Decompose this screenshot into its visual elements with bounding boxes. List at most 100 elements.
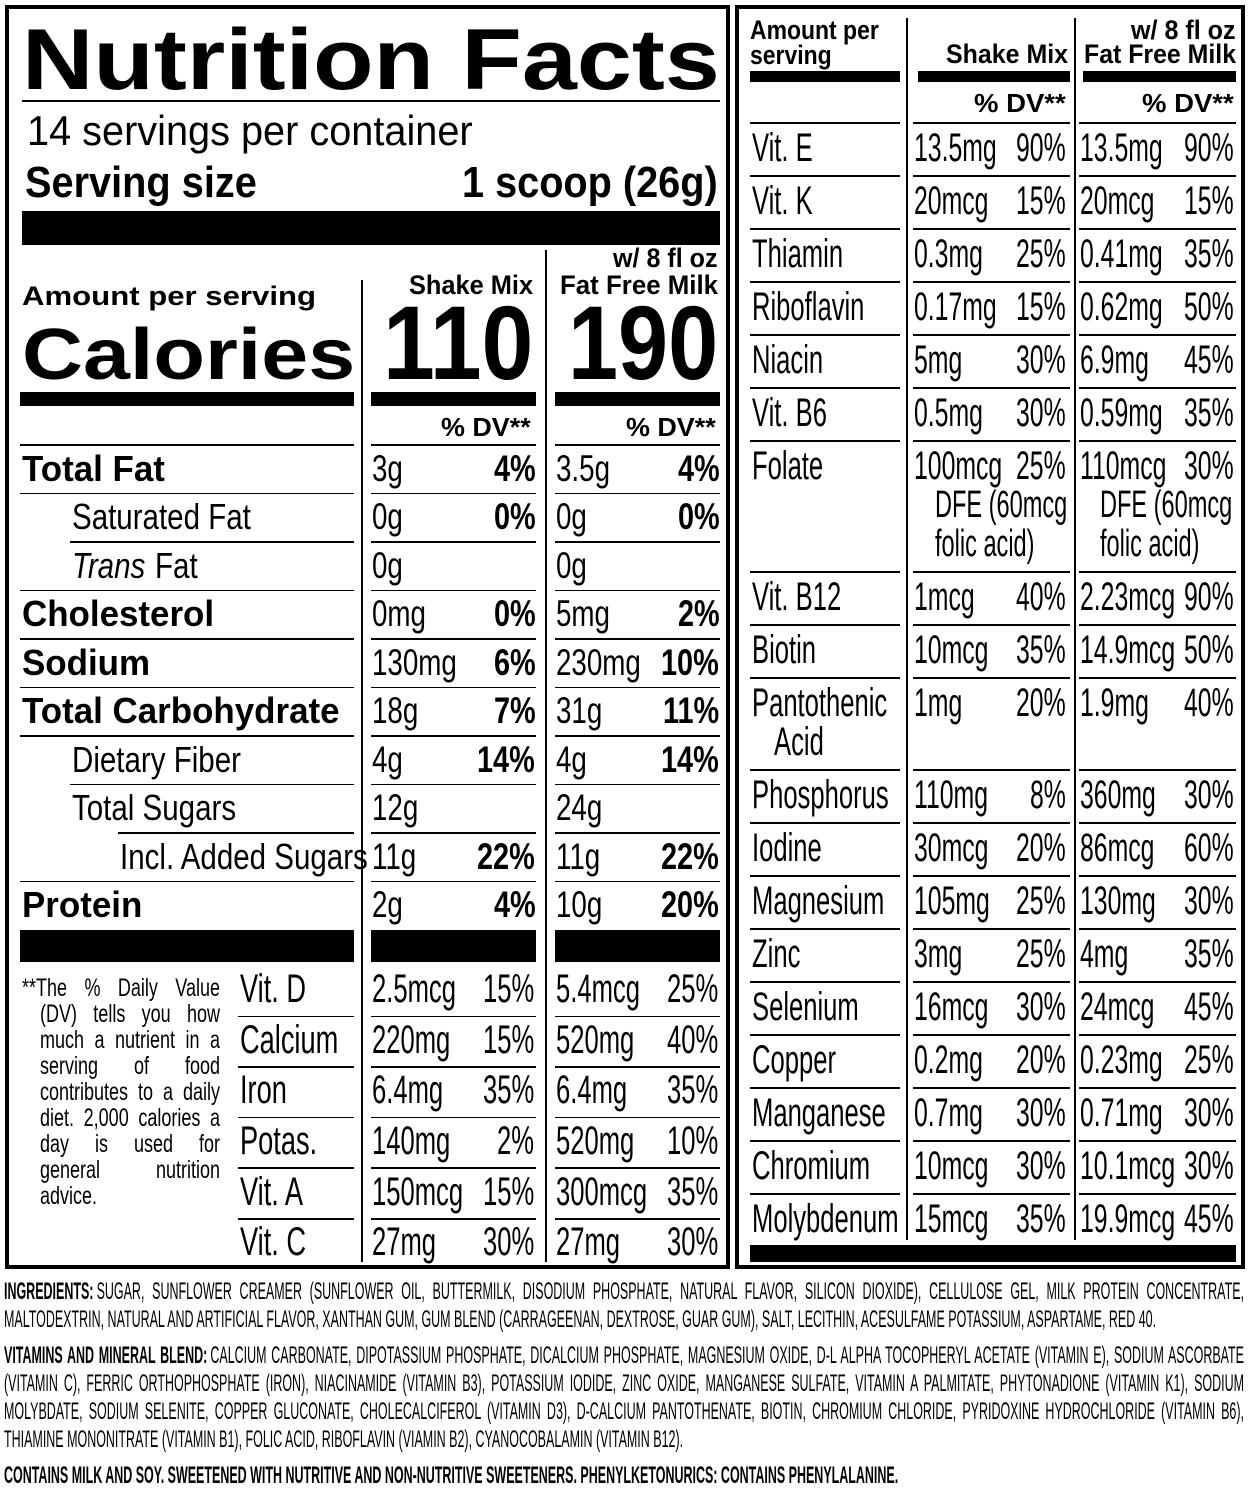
- column-divider: [906, 18, 908, 1240]
- daily-value: 30%: [1016, 1144, 1067, 1189]
- row-rule: [371, 1066, 536, 1068]
- thick-bar: [555, 930, 720, 962]
- amount: 10mcg: [914, 628, 989, 673]
- daily-value: 30%: [1184, 879, 1235, 924]
- vitamin-name: Vit. C: [240, 1220, 307, 1265]
- vitamin-blend-text: CALCIUM CARBONATE, DIPOTASSIUM PHOSPHATE…: [4, 1342, 1244, 1453]
- amount: 6.9mg: [1080, 338, 1149, 383]
- serving-size-label: Serving size: [25, 157, 257, 207]
- amount: 27mg: [372, 1220, 437, 1265]
- row-rule: [555, 1218, 720, 1220]
- row-rule: [913, 175, 1070, 177]
- thick-bar: [22, 211, 720, 245]
- daily-value: 4%: [677, 447, 720, 489]
- serving-size: 1 scoop (26g): [462, 157, 718, 207]
- row-rule: [750, 677, 900, 679]
- row-rule: [750, 571, 900, 573]
- daily-value: 90%: [1184, 126, 1235, 171]
- daily-value: 30%: [482, 1220, 535, 1265]
- dv-header: % DV**: [974, 87, 1066, 118]
- amount: 27mg: [556, 1220, 621, 1265]
- row-rule: [555, 686, 720, 688]
- nutrient-name: Total Fat: [22, 447, 165, 489]
- amount: 360mg: [1080, 773, 1156, 818]
- row-rule: [750, 1193, 900, 1195]
- row-rule: [1079, 1193, 1236, 1195]
- daily-value: 22%: [477, 835, 536, 877]
- amount: 130mg: [372, 641, 457, 683]
- amount: 520mg: [556, 1017, 635, 1062]
- column-header: Fat Free Milk: [1084, 39, 1237, 70]
- dv-header: % DV**: [626, 411, 716, 442]
- row-rule: [913, 571, 1070, 573]
- calories-value: 190: [568, 285, 719, 403]
- amount: 19.9mcg: [1080, 1197, 1176, 1242]
- column-header: Shake Mix: [946, 39, 1069, 70]
- row-rule: [555, 1167, 720, 1169]
- amount: 100mcg: [914, 444, 1003, 489]
- row-rule: [1079, 1087, 1236, 1089]
- row-rule: [1079, 122, 1236, 124]
- column-header: w/ 8 fl oz: [613, 243, 718, 274]
- row-rule: [750, 228, 900, 230]
- nutrient-name: Molybdenum: [752, 1196, 899, 1241]
- row-rule: [750, 1034, 900, 1036]
- row-rule: [750, 387, 900, 389]
- amount: 0g: [372, 544, 403, 586]
- row-rule: [555, 638, 720, 640]
- amount: 2.23mcg: [1080, 575, 1176, 620]
- row-rule: [371, 444, 536, 446]
- daily-value: 30%: [1016, 391, 1067, 436]
- row-rule: [20, 589, 354, 591]
- amount: 20mcg: [914, 179, 989, 224]
- amount: 105mg: [914, 879, 990, 924]
- row-rule: [371, 638, 536, 640]
- amount: 0.41mg: [1080, 232, 1163, 277]
- row-rule: [555, 444, 720, 446]
- row-rule: [913, 228, 1070, 230]
- footnote: **The % Daily Value (DV) tells you how m…: [22, 974, 221, 1211]
- row-rule: [913, 334, 1070, 336]
- nutrient-name: Total Carbohydrate: [22, 690, 340, 732]
- amount: 220mg: [372, 1017, 451, 1062]
- column-divider: [545, 250, 547, 1262]
- row-rule: [750, 928, 900, 930]
- row-rule: [1079, 769, 1236, 771]
- daily-value: 20%: [1016, 681, 1067, 726]
- amount: 3g: [372, 447, 403, 489]
- daily-value: 90%: [1016, 126, 1067, 171]
- daily-value: 35%: [1184, 391, 1235, 436]
- daily-value: 14%: [477, 738, 536, 780]
- row-rule: [913, 387, 1070, 389]
- daily-value: 0%: [677, 496, 720, 538]
- row-rule: [371, 1116, 536, 1119]
- nutrient-name: Saturated Fat: [72, 496, 251, 538]
- row-rule: [1079, 928, 1236, 930]
- daily-value: 15%: [1016, 285, 1067, 330]
- nutrient-name: Folate: [752, 443, 824, 488]
- column-header: Fat Free Milk: [560, 270, 719, 301]
- nutrient-name: Incl. Added Sugars: [120, 835, 368, 877]
- amount: 1mcg: [914, 575, 975, 620]
- amount: 13.5mg: [1080, 126, 1163, 171]
- amount: 0.3mg: [914, 232, 983, 277]
- row-rule: [913, 122, 1070, 124]
- row-rule: [1079, 571, 1236, 573]
- daily-value: 4%: [493, 447, 536, 489]
- amount: 86mcg: [1080, 826, 1155, 871]
- daily-value: 25%: [1016, 879, 1067, 924]
- column-divider: [1074, 18, 1076, 1240]
- daily-value: 25%: [1184, 1038, 1235, 1083]
- row-rule: [913, 1087, 1070, 1089]
- daily-value: 60%: [1184, 826, 1235, 871]
- daily-value: 25%: [666, 967, 719, 1012]
- amount: 300mcg: [556, 1169, 648, 1214]
- row-rule: [1079, 875, 1236, 877]
- daily-value: 35%: [666, 1169, 719, 1214]
- amount-note: DFE (60mcg folic acid): [1100, 484, 1233, 566]
- daily-value: 15%: [1184, 179, 1235, 224]
- nutrient-name: Vit. E: [752, 125, 813, 170]
- amount: 0.2mg: [914, 1038, 983, 1083]
- nutrient-name: Phosphorus: [752, 772, 889, 817]
- vitamin-name: Iron: [240, 1068, 287, 1113]
